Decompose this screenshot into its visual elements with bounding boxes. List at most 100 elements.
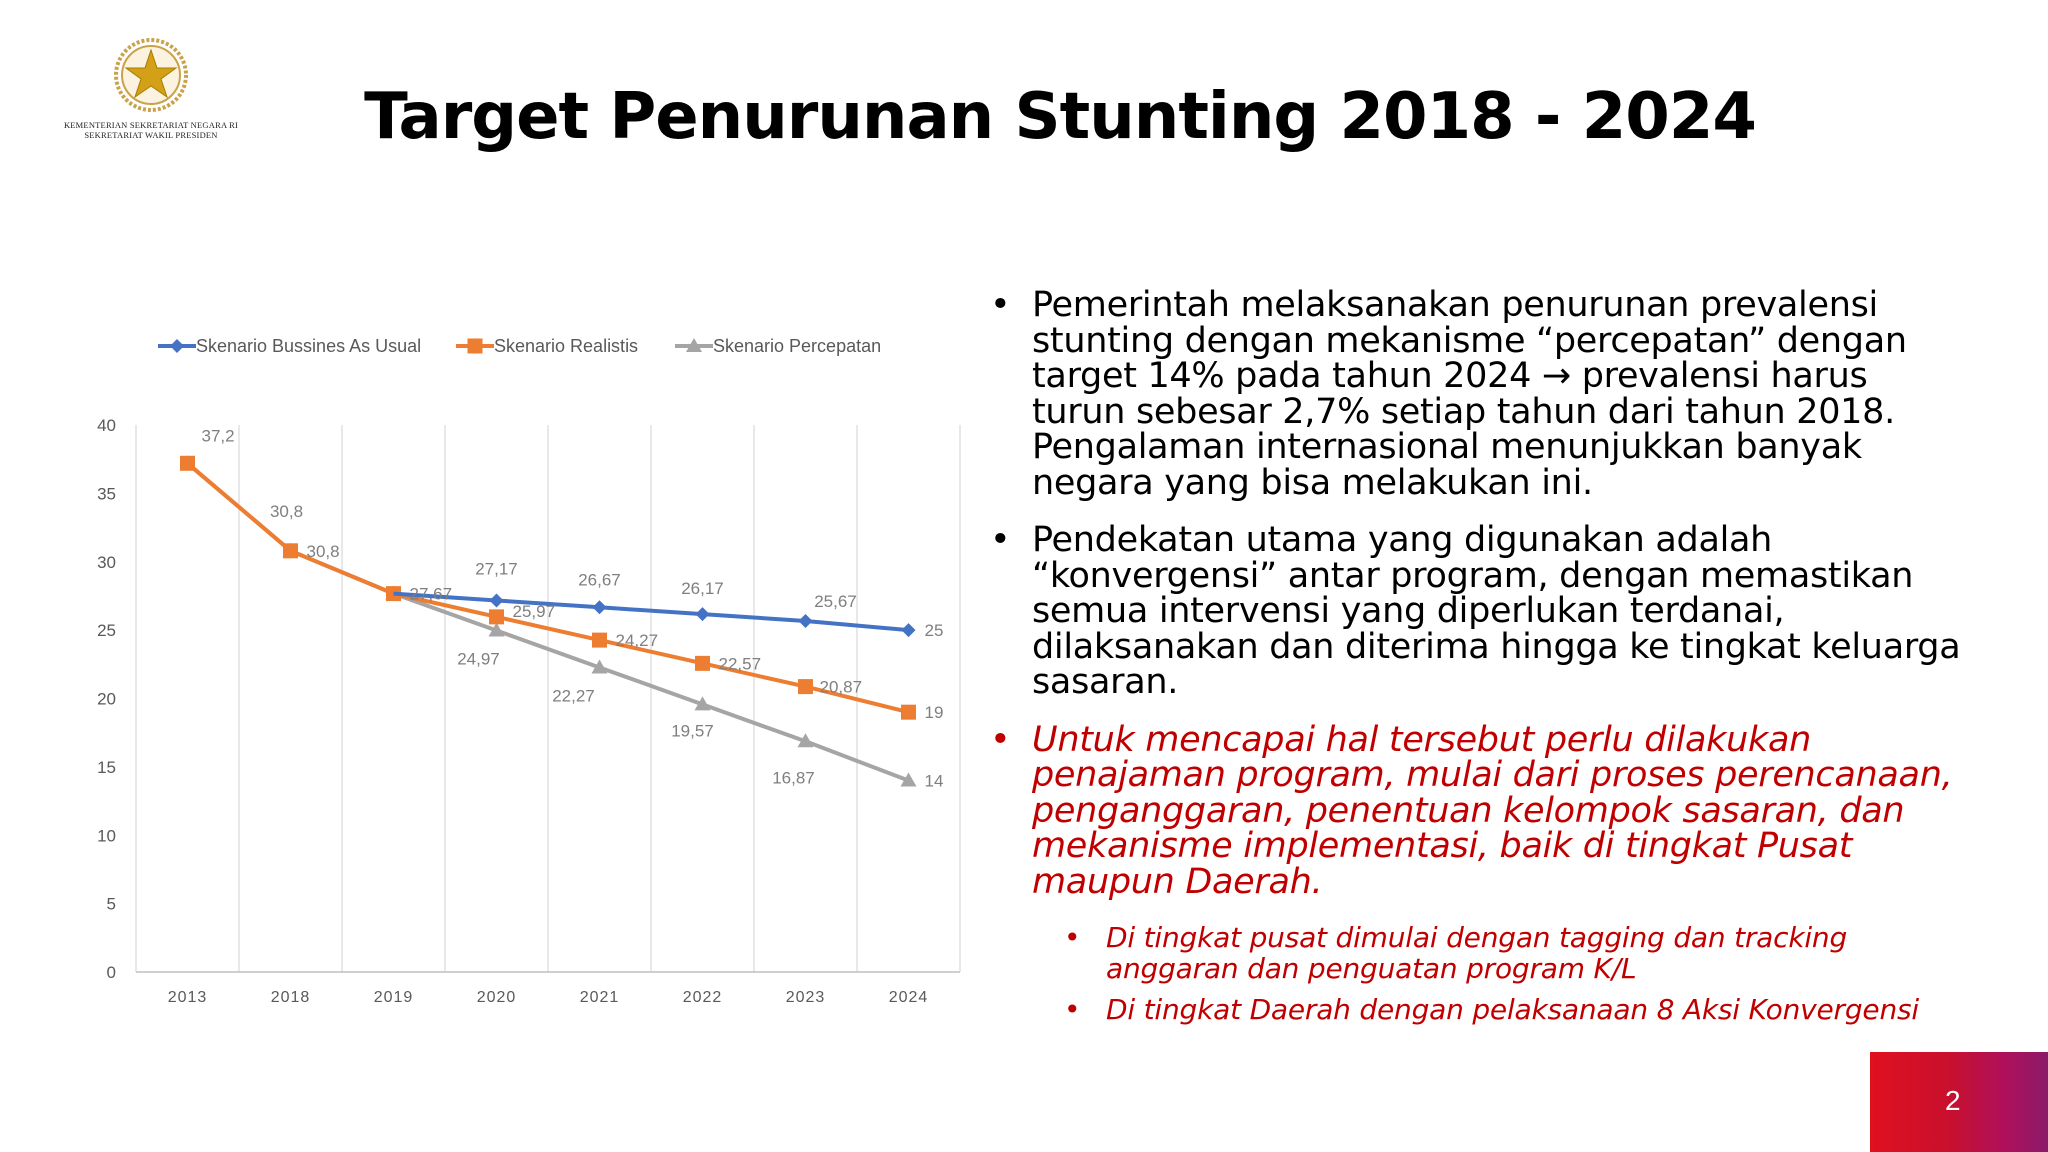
data-point [694, 696, 711, 711]
bullet-text: Pemerintah melaksanakan penurunan preval… [1032, 285, 2000, 503]
page-title: Target Penurunan Stunting 2018 - 2024 [364, 80, 1757, 154]
x-tick-label: 2013 [168, 989, 208, 1006]
x-tick-label: 2021 [580, 989, 620, 1006]
x-tick-label: 2022 [683, 989, 723, 1006]
data-label: 16,87 [772, 768, 815, 787]
data-label: 14 [925, 772, 944, 791]
bullet-line: Pengalaman internasional menunjukkan ban… [1032, 427, 1862, 467]
bullet-text: Pendekatan utama yang digunakan adalah “… [1032, 520, 2000, 702]
data-point [489, 593, 504, 608]
data-point [901, 623, 916, 638]
bullet-line: target 14% pada tahun 2024 → prevalensi … [1032, 356, 1868, 396]
y-tick-label: 30 [97, 553, 116, 572]
x-tick-label: 2024 [889, 989, 929, 1006]
bullet-list: • Pemerintah melaksanakan penurunan prev… [990, 285, 2000, 1035]
bullet-line: sasaran. [1032, 662, 1179, 702]
data-point [592, 632, 607, 648]
logo: KEMENTERIAN SEKRETARIAT NEGARA RI SEKRETA… [56, 36, 246, 140]
bullet-item-highlight: • Untuk mencapai hal tersebut perlu dila… [990, 719, 2000, 902]
y-tick-label: 35 [97, 484, 116, 503]
data-label: 25 [925, 621, 944, 640]
y-tick-label: 0 [107, 963, 116, 982]
data-label: 22,27 [552, 686, 595, 705]
sub-bullet-line: Di tingkat pusat dimulai dengan tagging … [1106, 921, 1848, 954]
data-label: 26,17 [681, 579, 724, 598]
bullet-line: “konvergensi” antar program, dengan mema… [1032, 555, 1914, 596]
bullet-line: semua intervensi yang diperlukan terdana… [1032, 591, 1785, 631]
org-line-1: KEMENTERIAN SEKRETARIAT NEGARA RI [63, 120, 239, 130]
sub-bullet-line: Di tingkat Daerah dengan pelaksanaan 8 A… [1106, 993, 1919, 1026]
bullet-marker: • [990, 285, 1011, 325]
data-label: 30,8 [270, 502, 303, 521]
page-number: 2 [1945, 1085, 1961, 1116]
legend-marker [686, 338, 702, 352]
y-tick-label: 5 [107, 895, 116, 914]
bullet-line: mekanisme implementasi, baik di tingkat … [1032, 826, 1853, 866]
sub-bullet-line: anggaran dan penguatan program K/L [1106, 952, 1637, 985]
data-point [695, 655, 710, 671]
data-point [695, 607, 710, 622]
data-label: 26,67 [578, 570, 621, 589]
page-number-box [1870, 1052, 2048, 1152]
bullet-line: Untuk mencapai hal tersebut perlu dilaku… [1032, 719, 1811, 760]
x-tick-label: 2018 [271, 989, 311, 1006]
bullet-line: penganggaran, penentuan kelompok sasaran… [1032, 790, 1905, 831]
data-point [900, 772, 917, 787]
data-label: 25,97 [513, 602, 556, 621]
legend-label: Skenario Realistis [494, 336, 638, 356]
series-line [186, 461, 909, 715]
data-label: 27,17 [475, 559, 518, 578]
data-point [592, 600, 607, 615]
x-tick-label: 2019 [374, 989, 414, 1006]
data-point [901, 704, 916, 720]
y-tick-label: 40 [97, 416, 116, 435]
data-point [797, 733, 814, 748]
data-label: 25,67 [814, 592, 857, 611]
legend-label: Skenario Bussines As Usual [196, 336, 421, 356]
data-point [488, 622, 505, 637]
y-tick-label: 10 [97, 826, 116, 845]
data-label: 19 [925, 703, 944, 722]
bullet-line: dilaksanakan dan diterima hingga ke ting… [1032, 626, 1961, 667]
sub-bullet-item: • Di tingkat pusat dimulai dengan taggin… [1028, 922, 2000, 984]
data-point [798, 613, 813, 628]
bullet-marker: • [1064, 993, 1081, 1026]
data-label: 30,8 [307, 542, 340, 561]
y-tick-label: 15 [97, 758, 116, 777]
org-line-2: SEKRETARIAT WAKIL PRESIDEN [84, 130, 218, 140]
bullet-text: Untuk mencapai hal tersebut perlu dilaku… [1032, 719, 2000, 902]
data-label: 19,57 [671, 721, 714, 740]
bullet-line: maupun Daerah. [1032, 861, 1323, 902]
data-point [591, 659, 608, 674]
data-label: 27,67 [410, 585, 453, 604]
y-tick-label: 20 [97, 690, 116, 709]
legend-label: Skenario Percepatan [713, 336, 881, 356]
bullet-marker: • [1064, 921, 1081, 954]
bullet-line: turun sebesar 2,7% setiap tahun dari tah… [1032, 391, 1895, 432]
x-tick-label: 2020 [477, 989, 517, 1006]
x-tick-label: 2023 [786, 989, 826, 1006]
data-label: 24,27 [616, 631, 659, 650]
data-label: 37,2 [202, 426, 235, 445]
bullet-line: negara yang bisa melakukan ini. [1032, 462, 1593, 503]
data-label: 20,87 [820, 678, 863, 697]
data-label: 22,57 [719, 654, 762, 673]
bullet-marker: • [990, 719, 1011, 760]
org-name: KEMENTERIAN SEKRETARIAT NEGARA RI SEKRETA… [56, 120, 246, 140]
y-tick-label: 25 [97, 621, 116, 640]
garuda-star-emblem-icon [114, 38, 188, 112]
bullet-item: • Pendekatan utama yang digunakan adalah… [990, 520, 2000, 702]
legend-marker [170, 339, 184, 353]
legend-marker [467, 338, 483, 354]
bullet-item: • Pemerintah melaksanakan penurunan prev… [990, 285, 2000, 503]
bullet-line: Pendekatan utama yang digunakan adalah [1032, 520, 1773, 560]
bullet-line: penajaman program, mulai dari proses per… [1032, 755, 1953, 795]
data-point [798, 679, 813, 695]
bullet-line: Pemerintah melaksanakan penurunan preval… [1032, 285, 1878, 325]
sub-bullet-text: Di tingkat Daerah dengan pelaksanaan 8 A… [1106, 994, 2000, 1025]
bullet-marker: • [990, 520, 1011, 560]
sub-bullet-item: • Di tingkat Daerah dengan pelaksanaan 8… [1028, 994, 2000, 1025]
bullet-line: stunting dengan mekanisme “percepatan” d… [1032, 320, 1907, 361]
data-label: 24,97 [457, 650, 500, 669]
